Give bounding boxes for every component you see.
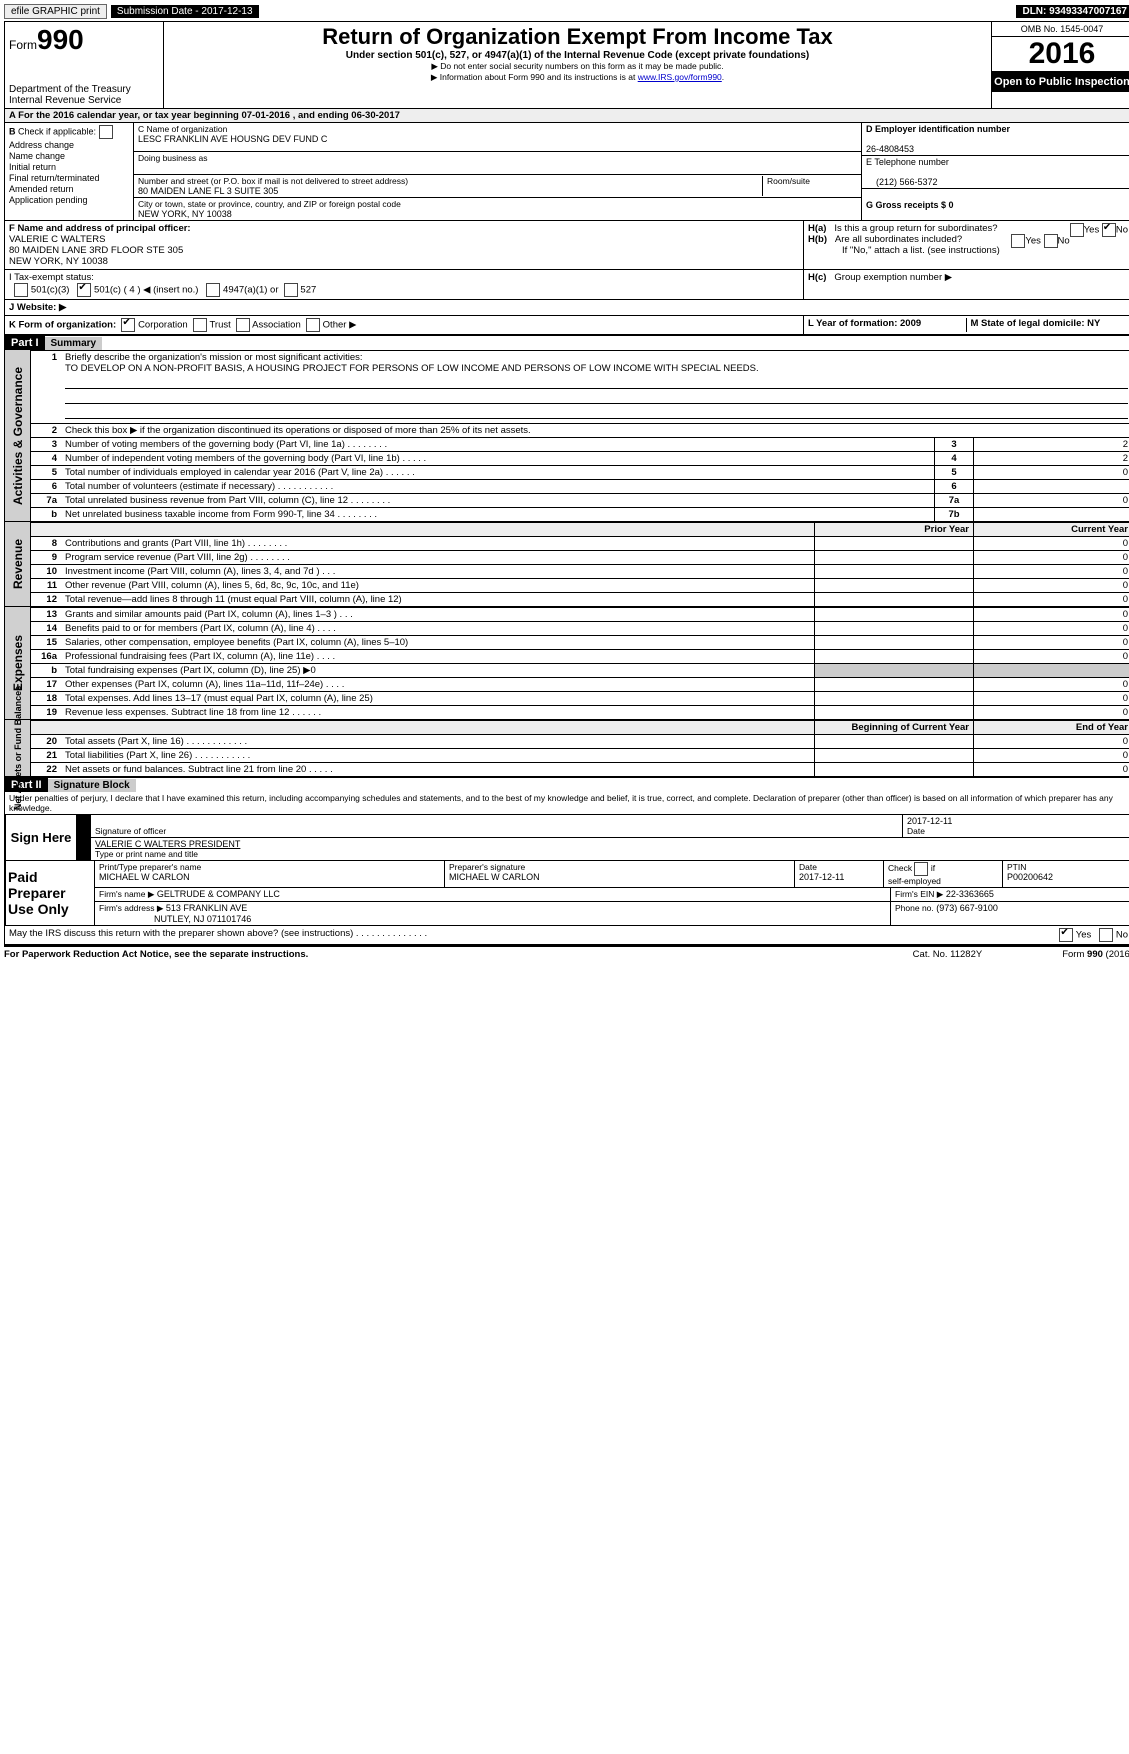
sign-here-block: Sign Here Signature of officer 2017-12-1… [5,815,1129,861]
subtitle-2: ▶ Do not enter social security numbers o… [170,61,985,72]
form-title: Return of Organization Exempt From Incom… [170,24,985,50]
part-1-header: Part ISummary [5,336,1129,350]
form-header: Form990 Department of the Treasury Inter… [5,22,1129,109]
org-city: NEW YORK, NY 10038 [138,209,232,219]
officer-addr2: NEW YORK, NY 10038 [9,256,108,267]
submission-date: Submission Date - 2017-12-13 [111,5,259,18]
gross-receipts: G Gross receipts $ 0 [862,189,1129,211]
penalties-text: Under penalties of perjury, I declare th… [5,792,1129,815]
row-a-tax-year: A For the 2016 calendar year, or tax yea… [5,109,1129,123]
subtitle-3: ▶ Information about Form 990 and its ins… [170,72,985,83]
phone-cell: E Telephone number (212) 566-5372 [862,156,1129,189]
phone-value: (212) 566-5372 [876,177,938,187]
row-j-website: J Website: ▶ [5,300,1129,316]
chk-initial-return[interactable]: Initial return [9,162,129,172]
tax-year: 2016 [992,37,1129,72]
chk-name-change[interactable]: Name change [9,151,129,161]
omb-number: OMB No. 1545-0047 [992,22,1129,37]
room-suite: Room/suite [762,176,857,196]
chk-final-return[interactable]: Final return/terminated [9,173,129,183]
form-number: Form990 [9,24,159,56]
mission-text: TO DEVELOP ON A NON-PROFIT BASIS, A HOUS… [65,363,759,374]
section-bcdeg: B Check if applicable: Address change Na… [5,123,1129,221]
row-i: I Tax-exempt status: 501(c)(3) 501(c) ( … [5,270,1129,300]
org-name: LESC FRANKLIN AVE HOUSNG DEV FUND C [138,134,327,144]
efile-print-button[interactable]: efile GRAPHIC print [4,4,107,19]
dept-treasury: Department of the Treasury [9,84,159,95]
irs-link[interactable]: www.IRS.gov/form990 [638,72,722,82]
row-f-h: F Name and address of principal officer:… [5,221,1129,270]
dba-cell: Doing business as [134,152,862,175]
top-bar: efile GRAPHIC print Submission Date - 20… [4,4,1129,19]
subtitle-1: Under section 501(c), 527, or 4947(a)(1)… [170,50,985,61]
form-container: Form990 Department of the Treasury Inter… [4,21,1129,947]
section-activities-governance: Activities & Governance 1 Briefly descri… [5,350,1129,522]
year-formation: L Year of formation: 2009 [808,318,967,332]
section-net-assets: Net Assets or Fund Balances Beginning of… [5,720,1129,778]
officer-signature-name: VALERIE C WALTERS PRESIDENT [95,839,240,849]
ein-cell: D Employer identification number 26-4808… [862,123,1129,156]
chk-address-change[interactable]: Address change [9,140,129,150]
chk-pending[interactable]: Application pending [9,195,129,205]
part-2-header: Part IISignature Block [5,778,1129,792]
page-footer: For Paperwork Reduction Act Notice, see … [4,947,1129,960]
row-klm: K Form of organization: Corporation Trus… [5,316,1129,336]
open-inspection: Open to Public Inspection [992,72,1129,92]
org-name-cell: C Name of organization LESC FRANKLIN AVE… [134,123,862,152]
chk-amended[interactable]: Amended return [9,184,129,194]
ein-value: 26-4808453 [866,144,914,154]
dln: DLN: 93493347007167 [1016,5,1129,18]
section-revenue: Revenue Prior YearCurrent Year 8Contribu… [5,522,1129,607]
org-street: 80 MAIDEN LANE FL 3 SUITE 305 [138,186,278,196]
section-expenses: Expenses 13Grants and similar amounts pa… [5,607,1129,720]
irs-label: Internal Revenue Service [9,95,159,106]
discuss-row: May the IRS discuss this return with the… [5,926,1129,946]
officer-name: VALERIE C WALTERS [9,234,105,245]
officer-addr1: 80 MAIDEN LANE 3RD FLOOR STE 305 [9,245,183,256]
state-domicile: M State of legal domicile: NY [967,318,1129,332]
paid-preparer-block: Paid Preparer Use Only Print/Type prepar… [5,861,1129,926]
